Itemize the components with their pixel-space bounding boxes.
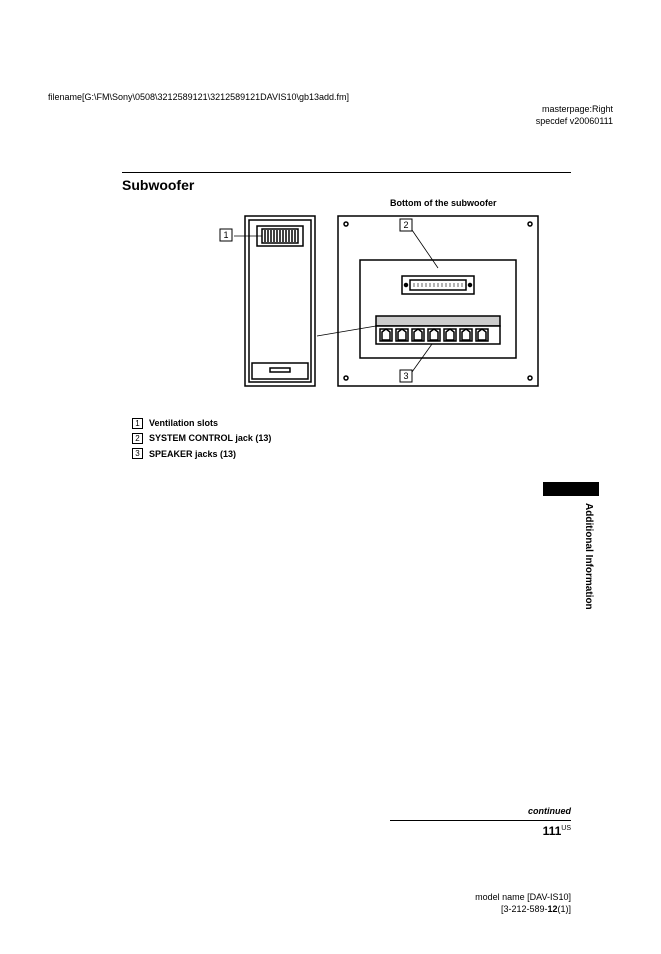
callout-1-text: 1 xyxy=(223,230,228,240)
page-number: 111US xyxy=(543,824,571,838)
diagram-svg: 1 2 3 xyxy=(122,198,562,398)
model-info: model name [DAV-IS10] [3-212-589-12(1)] xyxy=(475,892,571,915)
legend-num: 2 xyxy=(132,433,143,444)
masterpage-header: masterpage:Right specdef v20060111 xyxy=(536,104,613,127)
continued-label: continued xyxy=(528,806,571,816)
section-header: Subwoofer xyxy=(122,172,571,193)
legend-text: SYSTEM CONTROL jack (13) xyxy=(149,431,271,445)
page-number-value: 111 xyxy=(543,824,562,838)
legend-text: Ventilation slots xyxy=(149,416,218,430)
diagram-caption: Bottom of the subwoofer xyxy=(390,198,497,208)
page-number-suffix: US xyxy=(561,825,571,832)
section-vertical-label: Additional Information xyxy=(583,503,594,610)
legend-item: 1 Ventilation slots xyxy=(132,416,271,430)
section-rule xyxy=(122,172,571,173)
legend-list: 1 Ventilation slots 2 SYSTEM CONTROL jac… xyxy=(132,416,271,462)
legend-num: 3 xyxy=(132,448,143,459)
subwoofer-diagram: Bottom of the subwoofer xyxy=(122,198,562,398)
callout-2-text: 2 xyxy=(403,220,408,230)
masterpage-line: masterpage:Right xyxy=(536,104,613,116)
specdef-line: specdef v20060111 xyxy=(536,116,613,128)
legend-item: 3 SPEAKER jacks (13) xyxy=(132,447,271,461)
part-number-line: [3-212-589-12(1)] xyxy=(475,904,571,916)
legend-text: SPEAKER jacks (13) xyxy=(149,447,236,461)
section-title: Subwoofer xyxy=(122,177,571,193)
filepath-header: filename[G:\FM\Sony\0508\3212589121\3212… xyxy=(48,92,349,102)
section-tab xyxy=(543,482,599,496)
callout-3-text: 3 xyxy=(403,371,408,381)
legend-item: 2 SYSTEM CONTROL jack (13) xyxy=(132,431,271,445)
footer-rule xyxy=(390,820,571,821)
legend-num: 1 xyxy=(132,418,143,429)
model-name-line: model name [DAV-IS10] xyxy=(475,892,571,904)
